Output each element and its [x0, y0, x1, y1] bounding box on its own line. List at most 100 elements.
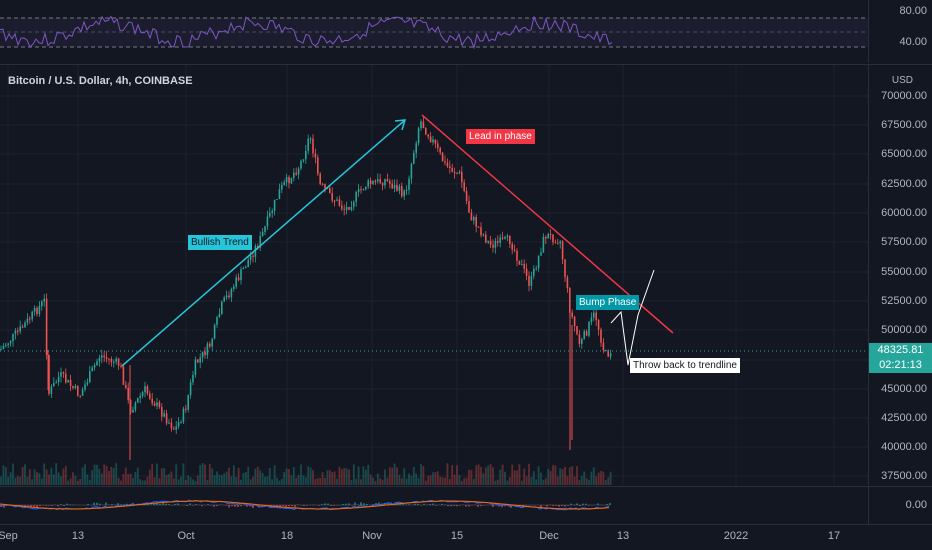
volume-bar: [561, 469, 564, 485]
price-tick: 70000.00: [881, 90, 927, 102]
bullish-trend-label[interactable]: Bullish Trend: [188, 235, 252, 250]
macd-histogram-bar: [237, 505, 239, 507]
candle-body: [283, 182, 285, 186]
volume-bar: [21, 467, 24, 485]
price-pane[interactable]: Bitcoin / U.S. Dollar, 4h, COINBASE Bull…: [0, 65, 868, 485]
candle-body: [79, 395, 81, 397]
candle-body: [137, 397, 139, 403]
volume-bar: [98, 468, 101, 485]
candle-body: [324, 184, 326, 189]
candle-body: [571, 312, 573, 317]
rsi-pane[interactable]: [0, 0, 868, 63]
macd-histogram-bar: [342, 503, 344, 505]
volume-bar: [48, 474, 50, 485]
volume-bar: [268, 467, 271, 485]
volume-bar: [532, 471, 535, 485]
candle-body: [276, 199, 278, 201]
candle-body: [362, 189, 365, 191]
rsi-axis: 80.00 40.00: [868, 0, 932, 63]
volume-bar: [544, 478, 547, 485]
candle-body: [475, 217, 477, 227]
volume-bar: [144, 480, 146, 485]
price-tick: 50000.00: [881, 324, 927, 336]
macd-pane[interactable]: [0, 487, 868, 524]
candle-body: [523, 264, 525, 269]
volume-bar: [194, 480, 197, 485]
macd-histogram-bar: [66, 503, 68, 505]
candle-body: [389, 181, 391, 184]
rsi-chart: [0, 15, 868, 50]
candle-body: [60, 372, 62, 377]
candle-body: [158, 402, 161, 407]
macd-histogram-bar: [564, 505, 566, 507]
macd-histogram-bar: [570, 503, 572, 505]
candle-body: [413, 153, 415, 164]
candle-body: [518, 260, 521, 265]
candle-body: [437, 143, 439, 149]
last-price-value: 48325.81: [877, 344, 924, 356]
volume-bar: [600, 470, 602, 485]
candle-body: [492, 244, 494, 248]
lead-in-phase-label[interactable]: Lead in phase: [466, 129, 535, 144]
macd-histogram-bar: [195, 504, 197, 505]
candle-body: [285, 177, 288, 183]
candle-body: [530, 276, 533, 286]
macd-histogram-bar: [561, 505, 563, 506]
volume-bar: [180, 476, 182, 485]
macd-histogram-bar: [189, 503, 191, 505]
bullish-trend-line: [121, 119, 406, 367]
candle-body: [542, 236, 545, 253]
candle-body: [489, 240, 492, 245]
volume-bar: [139, 479, 142, 485]
volume-bar: [542, 479, 545, 485]
price-tick: 45000.00: [881, 383, 927, 395]
candle-body: [213, 324, 216, 339]
volume-bar: [355, 478, 358, 485]
volume-bar: [372, 477, 374, 485]
volume-bar: [309, 467, 312, 485]
volume-bar: [182, 463, 185, 485]
volume-bar: [232, 465, 235, 485]
time-tick: 17: [827, 530, 841, 542]
candle-body: [278, 189, 281, 200]
time-tick: 2022: [723, 530, 749, 542]
candle-body: [533, 268, 535, 277]
bump-phase-label[interactable]: Bump Phase: [576, 295, 640, 310]
volume-bar: [158, 478, 161, 485]
volume-bar: [525, 476, 528, 485]
macd-histogram-bar: [306, 505, 308, 506]
candle-body: [209, 343, 211, 347]
volume-bar: [422, 466, 425, 485]
price-axis[interactable]: USD 70000.00 67500.00 65000.00 62500.00 6000…: [868, 65, 932, 485]
candle-body: [84, 384, 86, 390]
volume-bar: [597, 472, 600, 485]
time-axis[interactable]: Sep 13 Oct 18 Nov 15 Dec 13 2022 17: [0, 525, 932, 550]
volume-bar: [288, 469, 290, 485]
macd-histogram-bar: [27, 505, 29, 506]
candle-body: [48, 354, 50, 394]
candle-body: [398, 186, 401, 191]
volume-bar: [568, 467, 571, 485]
volume-bar: [333, 471, 336, 485]
macd-histogram-bar: [279, 505, 281, 507]
candle-body: [465, 190, 468, 202]
pane-separator[interactable]: [0, 64, 932, 65]
volume-bar: [552, 464, 554, 485]
volume-bar: [463, 478, 466, 485]
macd-histogram-bar: [45, 505, 47, 506]
candle-body: [297, 168, 300, 175]
throwback-label[interactable]: Throw back to trendline: [630, 358, 740, 373]
macd-histogram-bar: [99, 503, 101, 505]
candle-body: [482, 234, 485, 236]
macd-histogram-bar: [585, 503, 587, 505]
macd-histogram-bar: [558, 505, 560, 507]
macd-histogram-bar: [303, 505, 305, 507]
pane-separator[interactable]: [0, 486, 932, 487]
macd-histogram-bar: [555, 505, 557, 506]
candle-body: [189, 382, 192, 396]
candle-body: [326, 188, 329, 190]
volume-bar: [160, 468, 163, 485]
macd-histogram-bar: [186, 505, 188, 507]
volume-bar: [184, 480, 187, 485]
candle-body: [177, 422, 180, 427]
